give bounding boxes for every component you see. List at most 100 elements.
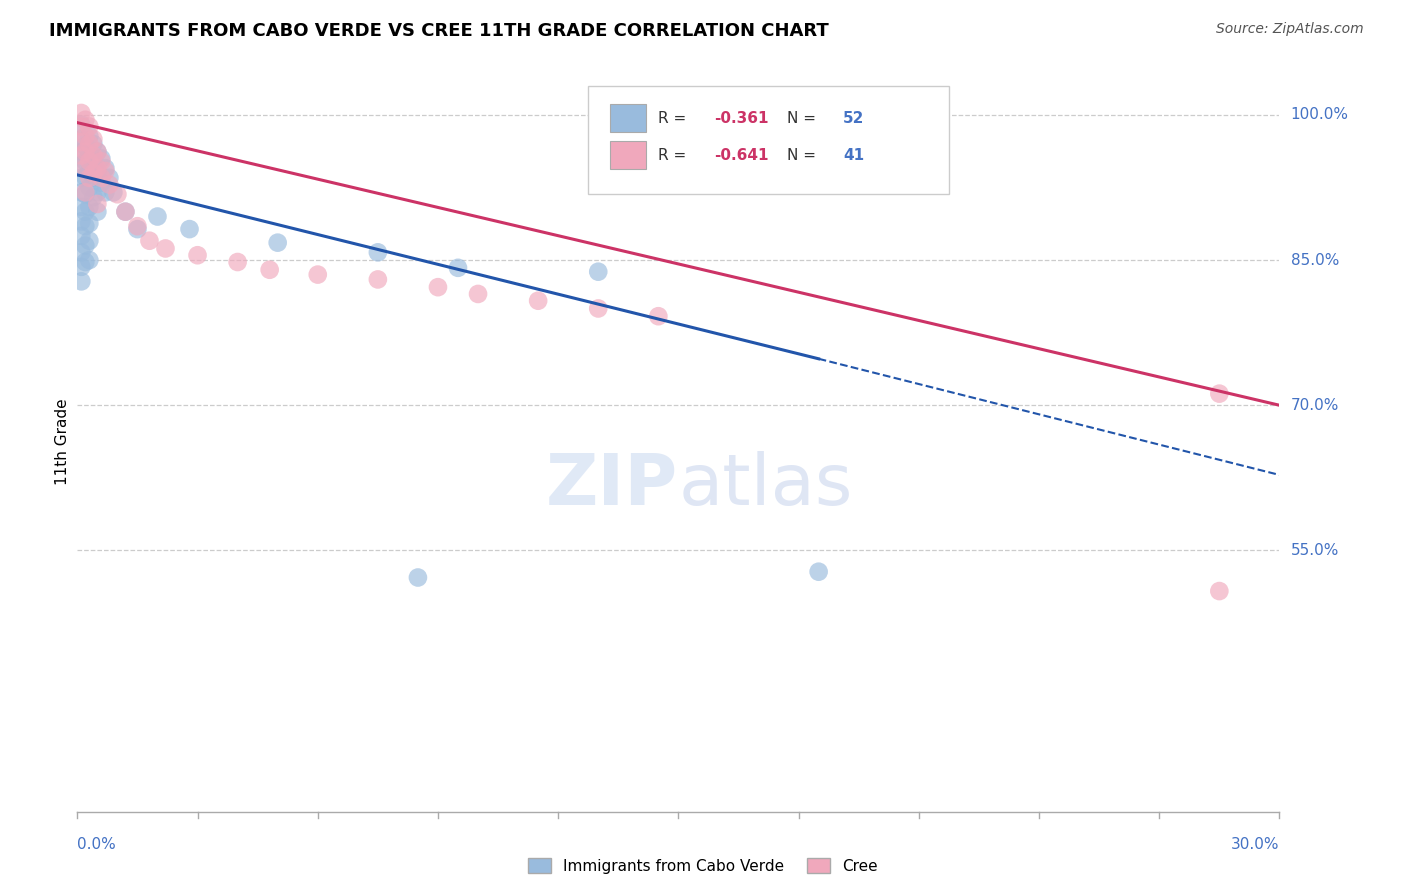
Point (138, 234, 160, 248)
Point (86, 145, 108, 159)
Text: 100.0%: 100.0% (1291, 107, 1348, 122)
Point (82, 166, 104, 180)
Point (79, 146, 101, 161)
Point (307, 268, 329, 282)
FancyBboxPatch shape (588, 87, 949, 194)
Point (70, 260, 93, 274)
Point (70, 214, 93, 228)
Point (70, 245, 93, 260)
Point (1208, 584, 1230, 599)
Point (98, 170, 121, 185)
Point (186, 248, 209, 262)
Point (82, 170, 104, 185)
Point (367, 245, 389, 260)
Point (90, 152, 112, 166)
Point (928, 166, 950, 180)
Point (146, 210, 169, 224)
Text: 30.0%: 30.0% (1232, 837, 1279, 852)
Point (75, 161, 97, 175)
Point (70, 274, 93, 288)
Point (90, 170, 112, 185)
Point (367, 272, 389, 286)
Point (79, 253, 101, 268)
Point (79, 216, 101, 230)
Point (94, 164, 117, 178)
Y-axis label: 11th Grade: 11th Grade (55, 398, 70, 485)
Point (427, 280, 450, 294)
Point (86, 204, 108, 219)
Point (86, 164, 108, 178)
Point (79, 234, 101, 248)
Point (447, 260, 470, 275)
Point (75, 145, 97, 159)
Point (75, 139, 97, 153)
Point (267, 235, 290, 250)
Point (86, 186, 108, 200)
Point (527, 293, 550, 308)
Point (70, 200, 93, 214)
Point (79, 120, 101, 134)
Point (70, 118, 93, 132)
Text: R =: R = (658, 147, 686, 162)
Point (75, 238, 97, 252)
Point (79, 170, 101, 185)
FancyBboxPatch shape (610, 104, 645, 132)
Point (155, 242, 177, 256)
Text: IMMIGRANTS FROM CABO VERDE VS CREE 11TH GRADE CORRELATION CHART: IMMIGRANTS FROM CABO VERDE VS CREE 11TH … (49, 22, 830, 40)
FancyBboxPatch shape (610, 141, 645, 169)
Point (70, 170, 93, 185)
Point (70, 148, 93, 162)
Text: 41: 41 (844, 147, 865, 162)
Point (75, 187, 97, 202)
Point (70, 132, 93, 146)
Point (75, 169, 97, 184)
Point (70, 135, 93, 149)
Text: Source: ZipAtlas.com: Source: ZipAtlas.com (1216, 22, 1364, 37)
Point (75, 112, 97, 127)
Text: -0.361: -0.361 (714, 111, 769, 126)
Point (1208, 386, 1230, 401)
Point (70, 120, 93, 134)
Point (75, 219, 97, 234)
Point (79, 136, 101, 151)
Point (90, 154, 112, 169)
Point (86, 161, 108, 175)
Point (70, 145, 93, 159)
Point (259, 262, 281, 277)
Point (98, 178, 121, 192)
Point (82, 132, 104, 146)
Point (70, 106, 93, 120)
Point (79, 180, 101, 194)
Point (75, 186, 97, 200)
Point (86, 197, 108, 211)
Point (103, 186, 125, 200)
Text: N =: N = (786, 147, 815, 162)
Point (114, 204, 136, 219)
Point (75, 129, 97, 144)
Point (79, 164, 101, 178)
Text: 0.0%: 0.0% (77, 837, 117, 852)
Point (127, 219, 149, 234)
Text: -0.641: -0.641 (714, 147, 769, 162)
Text: 70.0%: 70.0% (1291, 398, 1339, 413)
Point (86, 145, 108, 159)
Point (75, 204, 97, 219)
Point (807, 565, 830, 579)
Point (647, 309, 669, 323)
Point (82, 154, 104, 169)
Point (82, 190, 104, 204)
Point (79, 154, 101, 169)
Point (114, 204, 136, 219)
Point (70, 228, 93, 243)
Point (127, 222, 149, 236)
Text: atlas: atlas (679, 451, 853, 520)
Point (82, 148, 104, 162)
Point (107, 187, 129, 202)
Point (588, 265, 610, 279)
Text: 85.0%: 85.0% (1291, 252, 1339, 268)
Text: ZIP: ZIP (546, 451, 679, 520)
Point (94, 161, 117, 175)
Point (75, 154, 97, 169)
Point (82, 136, 104, 151)
Point (467, 287, 489, 301)
